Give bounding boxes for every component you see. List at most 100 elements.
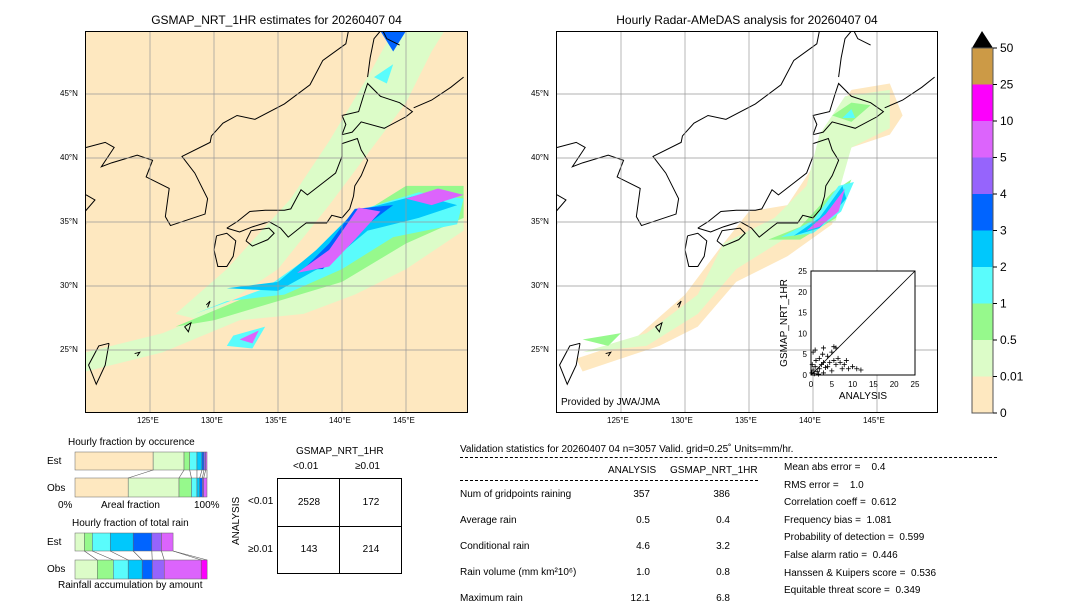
colorbar-label: 25 bbox=[1000, 78, 1014, 92]
gsmap-estimate-map bbox=[85, 31, 468, 413]
colorbar-swatch bbox=[972, 84, 993, 121]
totalrain-obs-segment bbox=[151, 559, 165, 580]
lon-tick: 135°E bbox=[735, 416, 757, 425]
occurrence-est-segment bbox=[196, 451, 203, 471]
right-map-title: Hourly Radar-AMeDAS analysis for 2026040… bbox=[616, 13, 878, 27]
score-line: Equitable threat score = 0.349 bbox=[784, 585, 921, 597]
scatter-point bbox=[845, 366, 851, 372]
radar-analysis-map bbox=[556, 31, 938, 413]
stat-analysis-value: 12.1 bbox=[630, 593, 650, 604]
scatter-point bbox=[823, 365, 829, 371]
scatter-point bbox=[812, 347, 818, 353]
lon-tick: 130°E bbox=[671, 416, 693, 425]
scatter-point bbox=[833, 362, 839, 368]
tot-est-label: Est bbox=[47, 537, 62, 548]
colorbar-swatch bbox=[972, 194, 993, 231]
scatter-point bbox=[809, 370, 815, 376]
occurrence-obs-segment bbox=[178, 477, 192, 498]
stat-gsmap-value: 0.8 bbox=[716, 567, 730, 578]
diagonal-line bbox=[810, 270, 916, 376]
coastline bbox=[382, 31, 400, 46]
colorbar-swatch bbox=[972, 48, 993, 85]
contingency-table: 2528 172 143 214 bbox=[277, 478, 402, 574]
lat-tick: 40°N bbox=[60, 153, 78, 162]
col-header-lt: <0.01 bbox=[293, 461, 319, 472]
score-line: Mean abs error = 0.4 bbox=[784, 462, 886, 473]
stats-col-analysis: ANALYSIS bbox=[608, 465, 657, 476]
rain-area bbox=[768, 179, 852, 240]
connector-line bbox=[110, 550, 129, 561]
colorbar-swatch bbox=[972, 340, 993, 377]
scatter-point bbox=[829, 368, 835, 374]
lon-tick: 125°E bbox=[137, 416, 159, 425]
scatter-inset: 0 5 10 15 20 25 0 5 10 15 20 25 ANALYSIS GSMAP_NRT_1H… bbox=[779, 267, 920, 402]
lat-tick: 45°N bbox=[531, 89, 549, 98]
col-header-ge: ≥0.01 bbox=[355, 461, 380, 472]
provider-credit: Provided by JWA/JMA bbox=[561, 397, 661, 408]
y-tick: 25 bbox=[798, 267, 807, 276]
map-frame bbox=[556, 31, 938, 413]
rain-area bbox=[175, 31, 445, 321]
lat-tick: 40°N bbox=[531, 153, 549, 162]
x-tick: 25 bbox=[911, 380, 920, 389]
cell-miss: 143 bbox=[300, 544, 318, 555]
stat-gsmap-value: 6.8 bbox=[716, 593, 730, 604]
scatter-point bbox=[810, 367, 816, 373]
occ-obs-label: Obs bbox=[47, 483, 66, 494]
lat-tick: 35°N bbox=[531, 217, 549, 226]
scatter-point bbox=[820, 360, 826, 366]
scatter-point bbox=[825, 364, 831, 370]
occurrence-est-segment bbox=[201, 451, 205, 471]
coastline bbox=[676, 300, 682, 308]
cell-hit: 214 bbox=[362, 544, 380, 555]
coastline bbox=[853, 31, 871, 46]
connector-line bbox=[172, 550, 208, 561]
totalrain-obs-segment bbox=[74, 559, 98, 580]
coastline bbox=[85, 194, 96, 225]
connector-line bbox=[189, 469, 192, 479]
lon-tick: 145°E bbox=[863, 416, 885, 425]
colorbar-label: 2 bbox=[1000, 260, 1007, 274]
coastline bbox=[556, 194, 567, 225]
occ-100-tick: 100% bbox=[194, 500, 220, 511]
totalrain-est-segment bbox=[109, 532, 134, 552]
scatter-point bbox=[843, 357, 849, 363]
rain-area bbox=[380, 31, 406, 52]
coastline bbox=[716, 227, 746, 247]
score-line: Probability of detection = 0.599 bbox=[784, 532, 925, 544]
y-axis-label: GSMAP_NRT_1HR bbox=[779, 279, 790, 367]
rain-area bbox=[86, 192, 464, 372]
stat-gsmap-value: 386 bbox=[713, 489, 730, 500]
x-tick: 20 bbox=[890, 380, 899, 389]
stats-header: Validation statistics for 20260407 04 n=… bbox=[460, 444, 794, 455]
connector-line bbox=[92, 550, 114, 561]
occ-xlabel: Areal fraction bbox=[101, 500, 160, 511]
scatter-point bbox=[809, 362, 815, 368]
coastline bbox=[88, 342, 110, 386]
lat-tick: 25°N bbox=[60, 345, 78, 354]
coastline bbox=[85, 31, 349, 227]
score-line: Hanssen & Kuipers score = 0.536 bbox=[784, 567, 937, 579]
scatter-point bbox=[811, 371, 817, 377]
occ-est-label: Est bbox=[47, 456, 62, 467]
totalrain-est-segment bbox=[84, 532, 93, 552]
occurrence-est-segment bbox=[74, 451, 154, 471]
colorbar-label: 0.01 bbox=[1000, 370, 1024, 384]
lat-tick: 30°N bbox=[531, 281, 549, 290]
scatter-point bbox=[814, 369, 820, 375]
scatter-point bbox=[810, 349, 816, 355]
lat-tick: 25°N bbox=[531, 345, 549, 354]
lat-tick: 45°N bbox=[60, 89, 78, 98]
colorbar-label: 4 bbox=[1000, 187, 1007, 201]
scatter-point bbox=[841, 362, 847, 368]
scatter-point bbox=[827, 360, 833, 366]
score-line: Frequency bias = 1.081 bbox=[784, 514, 892, 526]
score-line: Correlation coeff = 0.612 bbox=[784, 497, 897, 509]
coastline bbox=[245, 227, 275, 247]
scatter-point bbox=[820, 345, 826, 351]
totalrain-obs-segment bbox=[113, 559, 129, 580]
rain-area bbox=[406, 188, 464, 206]
colorbar-swatch bbox=[972, 157, 993, 194]
connector-line bbox=[202, 469, 205, 479]
